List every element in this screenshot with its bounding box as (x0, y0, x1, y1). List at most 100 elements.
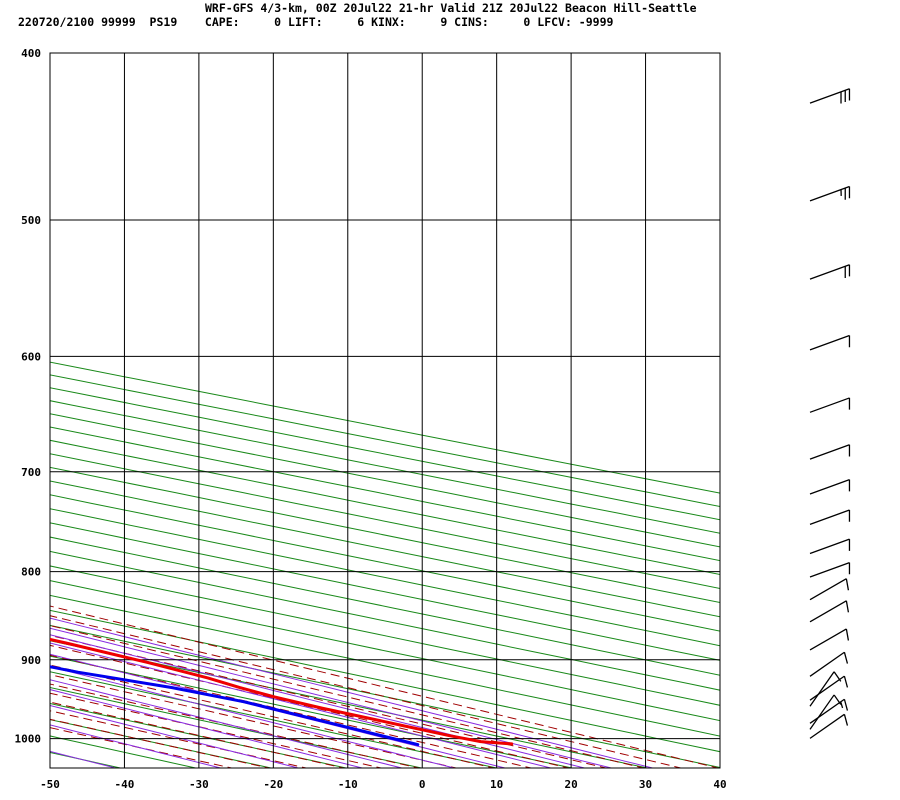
wind-barb (809, 264, 851, 280)
wind-barb (809, 600, 850, 623)
moist-adiabat-line (50, 683, 421, 768)
wind-barb (809, 334, 851, 351)
mixing-ratio-line (50, 689, 365, 768)
barb-shaft (809, 334, 850, 351)
dry-adiabat-line (50, 374, 720, 507)
dry-adiabat-line (50, 426, 720, 562)
x-tick-label: 40 (713, 778, 726, 791)
y-tick-label: 700 (21, 466, 41, 479)
barb-shaft (809, 713, 845, 739)
barb-feather (843, 714, 849, 726)
y-axis-labels: 400 500 600 700 800 900 1000 (15, 47, 42, 746)
barb-shaft (809, 671, 835, 707)
wind-barb (809, 651, 849, 677)
barb-shaft (809, 88, 850, 104)
wind-barb (809, 509, 851, 525)
moist-adiabat-line (50, 664, 496, 768)
barb-shaft (809, 479, 850, 495)
mixing-ratio-line (50, 666, 457, 768)
barb-shaft (809, 561, 850, 578)
wind-barb (809, 538, 851, 555)
dry-adiabat-line (50, 439, 720, 575)
barb-shaft (809, 600, 847, 623)
moist-adiabat-line (50, 615, 683, 768)
dry-adiabat-line (50, 466, 720, 604)
wind-barb (809, 479, 851, 495)
y-tick-label: 1000 (15, 733, 42, 746)
wind-barb (809, 671, 842, 707)
wind-barb (809, 698, 849, 724)
wind-barb (809, 578, 850, 601)
dry-adiabat-line (50, 624, 720, 768)
wind-barb (809, 185, 851, 202)
y-tick-label: 900 (21, 654, 41, 667)
barb-feather (843, 699, 849, 711)
x-tick-label: 20 (564, 778, 577, 791)
chart-title: WRF-GFS 4/3-km, 00Z 20Jul22 21-hr Valid … (205, 1, 697, 15)
barb-shaft (809, 675, 845, 701)
dry-adiabat-line (50, 686, 424, 768)
mixing-ratio-line (50, 627, 614, 768)
dry-adiabat-line (50, 480, 720, 618)
x-tick-label: -20 (263, 778, 283, 791)
barb-feather (843, 652, 849, 664)
barb-shaft (809, 509, 850, 525)
mixing-ratio-line (50, 679, 404, 768)
barb-shaft (809, 628, 847, 651)
wind-barb (809, 713, 849, 739)
mixing-ratio-line (50, 653, 507, 768)
barb-shaft (809, 444, 850, 460)
x-tick-label: 0 (419, 778, 426, 791)
sounding-trace (50, 665, 420, 747)
dry-adiabat-line (50, 609, 720, 753)
barb-feather (833, 671, 842, 682)
y-tick-label: 500 (21, 214, 41, 227)
sounding-trace (50, 637, 514, 746)
barb-shaft (809, 651, 845, 677)
x-tick-label: -30 (189, 778, 209, 791)
barb-shaft (809, 185, 850, 202)
x-tick-label: 30 (639, 778, 652, 791)
barb-feather (845, 578, 850, 591)
moist-adiabat-line (50, 692, 384, 768)
barb-feather (833, 694, 842, 705)
dry-adiabat-line (50, 640, 650, 768)
y-tick-label: 600 (21, 350, 41, 363)
wind-barbs (809, 88, 851, 739)
x-tick-label: -50 (40, 778, 60, 791)
wind-barb (809, 88, 851, 104)
barb-feather (845, 628, 850, 641)
barb-half-feather (840, 701, 844, 709)
grid-lines (49, 52, 721, 768)
wind-barb (809, 628, 850, 651)
skewt-plot: 400 500 600 700 800 900 1000 -50 -40 -30 -20 -10 0 1… (15, 47, 727, 791)
moist-adiabat-line (50, 654, 534, 768)
sounding-stats: 220720/2100 99999 PS19 CAPE: 0 LIFT: 6 K… (18, 15, 614, 29)
header: WRF-GFS 4/3-km, 00Z 20Jul22 21-hr Valid … (0, 0, 900, 40)
x-axis-labels: -50 -40 -30 -20 -10 0 10 20 30 40 (40, 778, 727, 791)
wind-barb (809, 561, 851, 578)
dry-adiabat-line (50, 735, 198, 768)
wind-barb (809, 675, 849, 701)
dry-adiabat-line (50, 671, 500, 768)
y-tick-label: 800 (21, 566, 41, 579)
dry-adiabat-line (50, 400, 720, 534)
dry-adiabat-line (50, 494, 720, 632)
wind-barb (809, 694, 842, 730)
dry-adiabat-line (50, 594, 720, 737)
barb-shaft (809, 397, 850, 413)
x-tick-label: -10 (338, 778, 358, 791)
moist-adiabat-line (50, 674, 459, 768)
moist-adiabat-line (50, 625, 646, 768)
mixing-ratio-line (50, 617, 655, 768)
dry-adiabat-line (50, 413, 720, 548)
barb-shaft (809, 538, 850, 555)
barb-feather (845, 600, 850, 613)
dry-adiabat-line (50, 580, 720, 722)
mixing-ratio-line (50, 642, 553, 768)
barb-feather (843, 675, 849, 688)
barb-shaft (809, 264, 850, 280)
mixing-ratio-line (50, 634, 587, 768)
dry-adiabat-line (50, 702, 349, 768)
wind-barb (809, 397, 851, 413)
